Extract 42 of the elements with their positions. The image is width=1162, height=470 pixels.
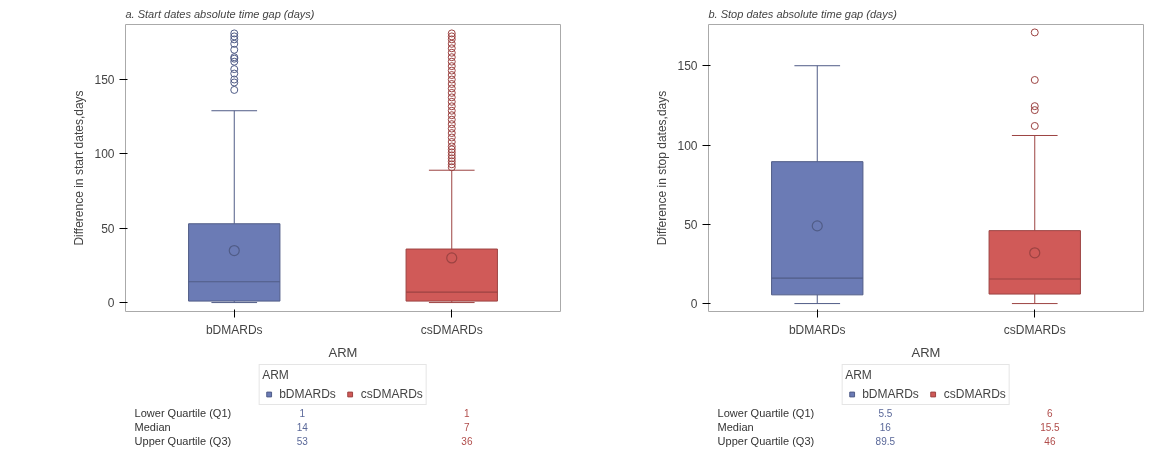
y-tick-label: 50: [101, 221, 115, 236]
chart-title: a. Start dates absolute time gap (days): [125, 7, 315, 20]
text: 46: [1044, 435, 1056, 447]
y-tick-label: 0: [107, 296, 115, 311]
legend-title: ARM: [845, 368, 873, 382]
text: 36: [461, 435, 473, 447]
text: 15.5: [1040, 421, 1061, 433]
y-tick-label: 100: [94, 147, 115, 162]
x-tick-label: csDMARDs: [420, 322, 483, 337]
y-tick-label: 0: [690, 297, 698, 312]
legend-label: bDMARDs: [279, 387, 336, 401]
text: 6: [1047, 407, 1054, 419]
text: 5.5: [878, 407, 893, 419]
text: 7: [464, 421, 471, 433]
x-tick-label: csDMARDs: [1003, 322, 1066, 337]
text: Upper Quartile (Q3): [134, 434, 232, 447]
legend-label: bDMARDs: [862, 387, 919, 401]
text: 14: [296, 421, 309, 433]
legend-title: ARM: [262, 368, 290, 382]
legend-label: csDMARDs: [360, 387, 423, 401]
x-tick-label: bDMARDs: [788, 322, 846, 337]
text: 1: [299, 407, 306, 419]
x-tick-label: bDMARDs: [205, 322, 263, 337]
text: Median: [717, 420, 754, 433]
y-tick-label: 150: [94, 73, 115, 88]
text: Lower Quartile (Q1): [134, 406, 232, 419]
y-axis-title: Difference in stop dates,days: [655, 90, 670, 246]
text: 53: [296, 435, 309, 447]
text: 1: [464, 407, 471, 419]
text: 16: [879, 421, 892, 433]
x-axis-title: ARM: [911, 344, 941, 360]
text: 89.5: [875, 435, 896, 447]
chart-title: b. Stop dates absolute time gap (days): [708, 7, 898, 20]
text: Lower Quartile (Q1): [717, 406, 815, 419]
y-tick-label: 50: [684, 217, 698, 232]
text: Upper Quartile (Q3): [717, 434, 815, 447]
legend-label: csDMARDs: [943, 387, 1006, 401]
y-tick-label: 150: [677, 59, 698, 74]
y-tick-label: 100: [677, 138, 698, 153]
x-axis-title: ARM: [328, 344, 358, 360]
text: Median: [134, 420, 171, 433]
y-axis-title: Difference in start dates,days: [72, 90, 87, 246]
